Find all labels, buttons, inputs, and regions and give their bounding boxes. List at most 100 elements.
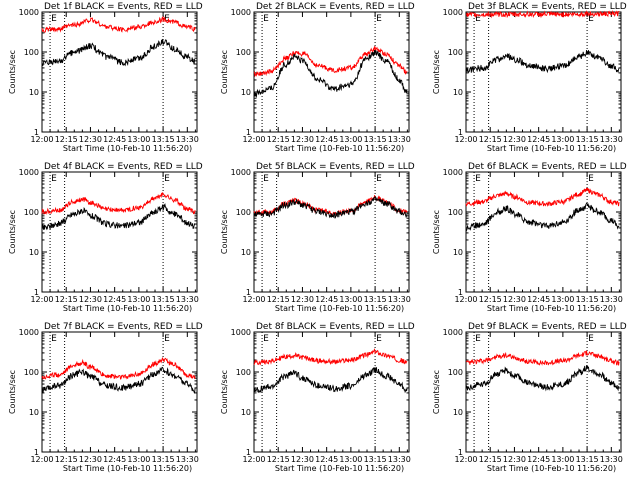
x-tick-label: 13:30 <box>600 135 623 144</box>
x-tick-label: 12:15 <box>55 295 78 304</box>
x-tick-label: 12:00 <box>242 135 265 144</box>
panel-title: Det 1f BLACK = Events, RED = LLD <box>44 2 203 12</box>
x-tick-label: 12:45 <box>527 455 550 464</box>
events-series-line <box>465 50 620 74</box>
y-tick-label: 1000 <box>443 168 463 177</box>
y-tick-label: 100 <box>24 368 39 377</box>
x-tick-label: 12:30 <box>79 295 102 304</box>
y-tick-label: 100 <box>236 48 251 57</box>
y-tick-label: 10 <box>453 408 463 417</box>
x-tick-label: 13:15 <box>152 295 175 304</box>
x-tick-label: 13:30 <box>176 295 199 304</box>
panel-det-4: Det 4f BLACK = Events, RED = LLD 1 10 100 10… <box>8 162 203 313</box>
y-axis-label: Counts/sec <box>220 50 229 94</box>
lld-series-line <box>253 45 408 78</box>
panel-det-5: Det 5f BLACK = Events, RED = LLD 1 10 100 10… <box>220 162 415 313</box>
x-tick-label: 12:00 <box>242 455 265 464</box>
x-tick-label: 12:45 <box>315 295 338 304</box>
x-tick-label: 13:00 <box>339 135 362 144</box>
event-marker-label: E <box>588 334 594 344</box>
y-tick-label: 100 <box>448 48 463 57</box>
lld-series-line <box>253 348 408 366</box>
y-tick-label: 1000 <box>443 328 463 337</box>
x-tick-label: 13:15 <box>576 295 599 304</box>
x-axis-label: Start Time (10-Feb-10 11:56:20) <box>275 464 404 473</box>
y-tick-label: 1 <box>246 288 251 297</box>
y-tick-label: 1000 <box>19 168 39 177</box>
plot-frame <box>253 331 410 453</box>
events-series-line <box>253 366 408 394</box>
x-tick-label: 12:15 <box>479 455 502 464</box>
y-tick-label: 10 <box>241 88 251 97</box>
y-axis-label: Counts/sec <box>220 370 229 414</box>
x-tick-label: 13:00 <box>339 295 362 304</box>
y-tick-label: 1 <box>458 128 463 137</box>
panel-det-2: Det 2f BLACK = Events, RED = LLD 1 10 100 10… <box>220 2 415 153</box>
panel-det-3: Det 3f BLACK = Events, RED = LLD 1 10 100 10… <box>432 2 627 153</box>
y-tick-label: 1000 <box>443 8 463 17</box>
x-tick-label: 13:15 <box>152 135 175 144</box>
lld-series-line <box>466 350 620 366</box>
lld-series-line <box>41 192 196 215</box>
y-tick-label: 100 <box>24 48 39 57</box>
plot-frame <box>465 331 622 453</box>
y-tick-label: 1 <box>246 128 251 137</box>
events-series-line <box>253 50 408 99</box>
event-marker-label: E <box>376 174 382 184</box>
x-tick-label: 12:45 <box>527 295 550 304</box>
x-tick-label: 13:15 <box>364 295 387 304</box>
x-tick-label: 13:00 <box>127 135 150 144</box>
x-tick-label: 12:15 <box>267 295 290 304</box>
panel-det-1: Det 1f BLACK = Events, RED = LLD 1 10 100 10… <box>8 2 203 153</box>
x-tick-label: 13:00 <box>127 295 150 304</box>
y-tick-label: 1000 <box>231 328 251 337</box>
plot-frame <box>41 11 198 133</box>
y-axis-label: Counts/sec <box>8 370 17 414</box>
event-marker-label: E <box>475 174 481 184</box>
x-tick-label: 12:30 <box>503 135 526 144</box>
event-marker-label: E <box>263 14 269 24</box>
x-tick-label: 12:15 <box>267 135 290 144</box>
y-tick-label: 1000 <box>19 8 39 17</box>
x-tick-label: 13:30 <box>600 295 623 304</box>
x-axis-label: Start Time (10-Feb-10 11:56:20) <box>63 144 192 153</box>
x-tick-label: 12:30 <box>503 295 526 304</box>
panel-title: Det 4f BLACK = Events, RED = LLD <box>44 162 203 172</box>
x-tick-label: 12:30 <box>503 455 526 464</box>
x-tick-label: 12:30 <box>79 455 102 464</box>
x-tick-label: 12:30 <box>79 135 102 144</box>
y-axis-label: Counts/sec <box>8 50 17 94</box>
event-marker-label: E <box>51 174 57 184</box>
x-tick-label: 13:00 <box>127 455 150 464</box>
panel-title: Det 8f BLACK = Events, RED = LLD <box>256 322 415 332</box>
y-tick-label: 1 <box>458 448 463 457</box>
event-marker-label: E <box>588 14 594 24</box>
events-series-line <box>41 202 196 231</box>
x-tick-label: 12:00 <box>242 295 265 304</box>
event-marker-label: E <box>263 174 269 184</box>
x-tick-label: 13:30 <box>388 135 411 144</box>
x-axis-label: Start Time (10-Feb-10 11:56:20) <box>275 144 404 153</box>
y-tick-label: 1 <box>34 128 39 137</box>
panel-title: Det 5f BLACK = Events, RED = LLD <box>256 162 415 172</box>
event-marker-label: E <box>475 334 481 344</box>
x-tick-label: 12:45 <box>527 135 550 144</box>
plot-frame <box>465 171 622 293</box>
lld-series-line <box>465 187 620 208</box>
y-tick-label: 10 <box>29 408 39 417</box>
panel-title: Det 6f BLACK = Events, RED = LLD <box>468 162 627 172</box>
plot-frame <box>465 11 622 133</box>
event-marker-label: E <box>51 14 57 24</box>
x-tick-label: 12:00 <box>454 135 477 144</box>
x-tick-label: 12:45 <box>315 455 338 464</box>
x-tick-label: 13:15 <box>576 135 599 144</box>
y-axis-label: Counts/sec <box>432 370 441 414</box>
x-tick-label: 13:00 <box>339 455 362 464</box>
x-tick-label: 13:15 <box>152 455 175 464</box>
lld-series-line <box>41 16 196 33</box>
x-tick-label: 12:45 <box>315 135 338 144</box>
event-marker-label: E <box>164 14 170 24</box>
event-marker-label: E <box>164 174 170 184</box>
x-tick-label: 12:00 <box>454 295 477 304</box>
y-tick-label: 1000 <box>231 168 251 177</box>
